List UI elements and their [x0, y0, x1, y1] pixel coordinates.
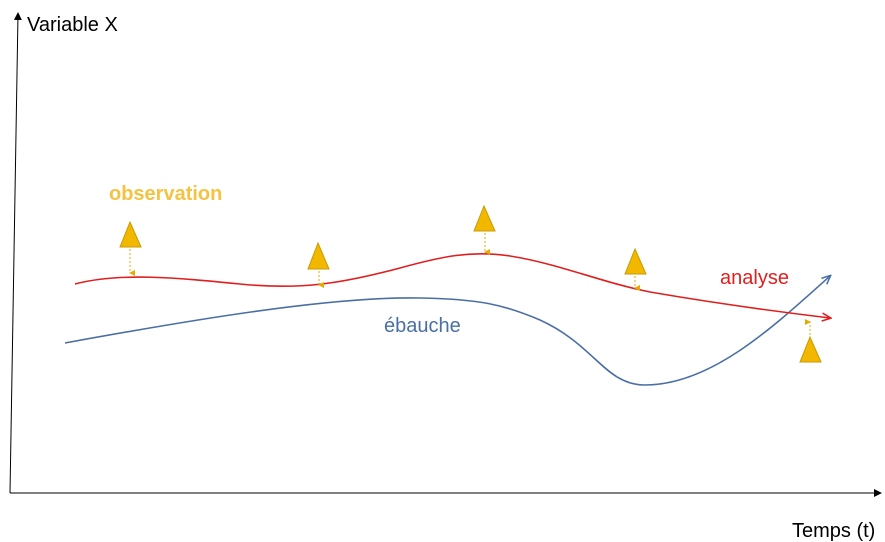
- x-axis-label: Temps (t): [792, 520, 875, 542]
- warning-triangle-icon: [119, 220, 142, 248]
- analyse-curve: [74, 253, 830, 318]
- analyse-label: analyse: [720, 267, 789, 289]
- y-axis: [9, 12, 22, 494]
- warning-triangle-icon: [307, 241, 330, 270]
- warning-triangle-icon: [473, 204, 496, 232]
- y-axis-label: Variable X: [27, 14, 118, 36]
- observation-marker-1: [119, 220, 142, 276]
- observation-label: observation: [109, 183, 222, 205]
- observation-marker-5: [799, 319, 822, 363]
- observation-marker-3: [473, 204, 496, 255]
- warning-triangle-icon: [624, 247, 647, 275]
- observation-marker-2: [307, 241, 330, 288]
- ebauche-label: ébauche: [384, 315, 461, 337]
- observation-marker-4: [624, 247, 647, 291]
- ebauche-curve: [64, 276, 830, 386]
- warning-triangle-icon: [799, 335, 822, 363]
